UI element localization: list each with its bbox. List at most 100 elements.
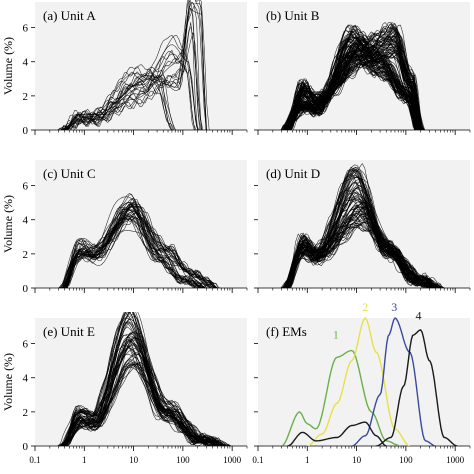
panel-title: (e) Unit E <box>43 324 95 339</box>
grain-size-curve <box>286 212 443 288</box>
end-member-label: 1 <box>333 327 339 341</box>
grain-size-curve <box>64 216 216 288</box>
grain-size-curve <box>61 7 200 130</box>
grain-size-curve <box>62 193 206 288</box>
x-tick-label: 10 <box>129 455 139 465</box>
grain-size-curve <box>285 48 425 130</box>
grain-size-curve <box>287 194 440 288</box>
grain-size-curve <box>282 43 423 130</box>
grain-size-curve <box>281 53 421 130</box>
grain-size-curve <box>286 40 421 130</box>
panel-a-curves <box>57 0 210 130</box>
grain-size-curve <box>280 201 437 288</box>
grain-size-curve <box>66 78 172 130</box>
grain-size-curve <box>287 210 437 288</box>
x-tick-label: 1 <box>305 455 310 465</box>
grain-size-curve <box>57 312 218 446</box>
y-tick-label: 0 <box>23 283 29 295</box>
y-axis-label: Volume (%) <box>1 195 15 253</box>
panel-title: (a) Unit A <box>43 8 96 23</box>
grain-size-curve <box>280 199 440 288</box>
y-tick-label: 0 <box>23 441 29 453</box>
x-tick-label: 100 <box>176 455 190 465</box>
y-tick-label: 6 <box>23 339 29 351</box>
y-tick-label: 2 <box>23 91 29 103</box>
y-axis-label: Volume (%) <box>1 37 15 95</box>
end-member-curve <box>287 421 387 446</box>
end-member-curve-4 <box>376 329 458 446</box>
grain-size-curve <box>280 37 416 130</box>
grain-size-curve <box>64 201 207 288</box>
end-member-curve-2 <box>307 316 411 446</box>
grain-size-curve <box>61 363 232 446</box>
grain-size-curve <box>287 48 419 130</box>
grain-size-curve <box>286 35 424 130</box>
grain-size-curve <box>280 227 439 288</box>
x-tick-label: 0.1 <box>252 455 263 465</box>
panel-title: (f) EMs <box>266 324 307 339</box>
grain-size-curve <box>288 27 420 130</box>
grain-size-curve <box>61 22 198 130</box>
grain-size-curve <box>64 352 230 446</box>
grain-size-curve <box>285 30 416 130</box>
grain-size-curve <box>285 27 419 130</box>
grain-size-curve <box>283 45 419 130</box>
panel-title: (c) Unit C <box>43 166 96 181</box>
grain-size-curve <box>288 175 433 288</box>
grain-size-curve <box>65 32 203 130</box>
plot-background <box>35 2 247 130</box>
y-tick-label: 4 <box>23 215 29 227</box>
panel-title: (d) Unit D <box>266 166 320 181</box>
y-tick-label: 4 <box>23 373 29 385</box>
grain-size-curve <box>63 312 223 446</box>
grain-size-curve <box>65 49 199 130</box>
end-member-curve-1 <box>281 349 402 446</box>
panel-b-curves <box>280 22 426 130</box>
panel-c-curves <box>57 193 221 288</box>
grain-size-curve <box>283 38 416 130</box>
grain-size-curve <box>285 187 435 288</box>
grain-size-curve <box>58 198 206 288</box>
y-axis-label: Volume (%) <box>1 353 15 411</box>
end-member-label: 4 <box>415 309 421 323</box>
y-tick-label: 2 <box>23 249 29 261</box>
end-member-curve-3 <box>351 317 436 446</box>
y-tick-label: 2 <box>23 407 29 419</box>
y-tick-label: 6 <box>23 181 29 193</box>
grain-size-curve <box>286 175 440 288</box>
grain-size-curve <box>65 331 225 446</box>
grain-size-curve <box>63 203 216 288</box>
panel-title: (b) Unit B <box>266 8 320 23</box>
end-member-label: 3 <box>391 300 397 314</box>
grain-size-curve <box>286 47 421 130</box>
grain-size-curve <box>61 66 173 130</box>
grain-size-curve <box>64 213 218 288</box>
grain-size-curve <box>58 208 205 288</box>
x-tick-label: 10 <box>352 455 362 465</box>
grain-size-curve <box>287 51 424 130</box>
panel-f-curves <box>281 316 458 446</box>
grain-size-curve <box>285 36 418 130</box>
grain-size-curve <box>288 52 416 130</box>
grain-size-curve <box>65 0 207 130</box>
grain-size-curve <box>65 51 195 130</box>
y-tick-label: 4 <box>23 57 29 69</box>
grain-size-curve <box>61 205 221 288</box>
y-tick-label: 0 <box>23 125 29 137</box>
grain-size-curve <box>58 35 196 130</box>
grain-size-curve <box>286 207 441 288</box>
grain-size-curve <box>57 0 207 130</box>
x-tick-label: 1000 <box>446 455 465 465</box>
grain-size-curve <box>64 207 216 288</box>
grain-size-curve <box>288 53 422 130</box>
end-member-label: 2 <box>362 300 368 314</box>
x-tick-label: 100 <box>399 455 413 465</box>
x-tick-label: 1 <box>82 455 87 465</box>
grain-size-curve <box>65 331 229 446</box>
panel-d-curves <box>280 163 445 288</box>
panel-e-curves <box>57 312 232 446</box>
x-tick-label: 1000 <box>223 455 242 465</box>
y-tick-label: 6 <box>23 23 29 35</box>
x-tick-label: 0.1 <box>29 455 40 465</box>
